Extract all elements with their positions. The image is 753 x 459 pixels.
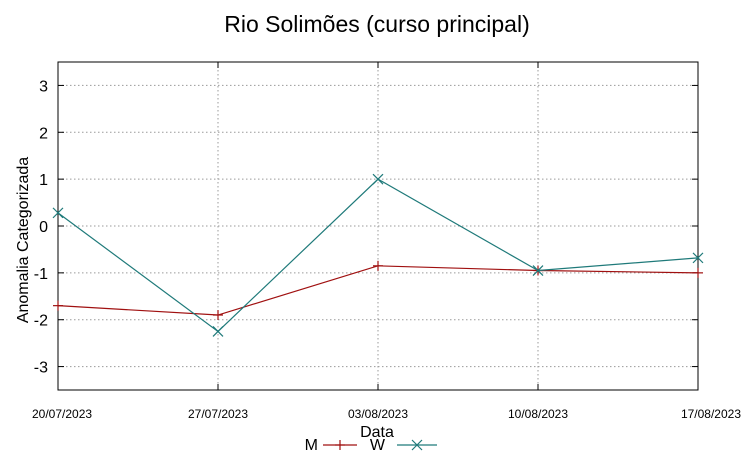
data-point-w [372, 173, 384, 185]
legend-item-w: W [370, 437, 437, 454]
x-tick-label: 03/08/2023 [348, 407, 408, 421]
y-tick-label: 2 [39, 125, 48, 142]
y-tick-label: 0 [39, 219, 48, 236]
y-tick-label: -1 [34, 266, 48, 283]
y-axis-label: Anomalia Categorizada [15, 157, 32, 323]
x-axis: 20/07/2023 27/07/2023 03/08/2023 10/08/2023… [32, 62, 741, 421]
y-axis: -3 -2 -1 0 1 2 3 [34, 78, 698, 377]
legend-label: W [370, 437, 386, 454]
legend-item-m: M [305, 437, 357, 454]
series-w [52, 173, 704, 337]
x-tick-label: 17/08/2023 [681, 407, 741, 421]
legend-label: M [305, 437, 318, 454]
data-point-w [692, 252, 704, 264]
y-tick-label: 1 [39, 172, 48, 189]
x-tick-label: 27/07/2023 [188, 407, 248, 421]
data-point-w [52, 207, 64, 219]
data-point-w [532, 265, 544, 276]
data-point-w [212, 326, 224, 337]
y-tick-label: 3 [39, 78, 48, 95]
series-m [53, 260, 703, 321]
x-tick-label: 20/07/2023 [32, 407, 92, 421]
grid [58, 62, 698, 390]
x-axis-label: Data [360, 424, 394, 441]
x-tick-label: 10/08/2023 [508, 407, 568, 421]
y-tick-label: -3 [34, 360, 48, 377]
legend-swatch-marker [411, 439, 423, 451]
y-tick-label: -2 [34, 313, 48, 330]
chart-title: Rio Solimões (curso principal) [224, 11, 530, 37]
series-group [52, 173, 704, 337]
